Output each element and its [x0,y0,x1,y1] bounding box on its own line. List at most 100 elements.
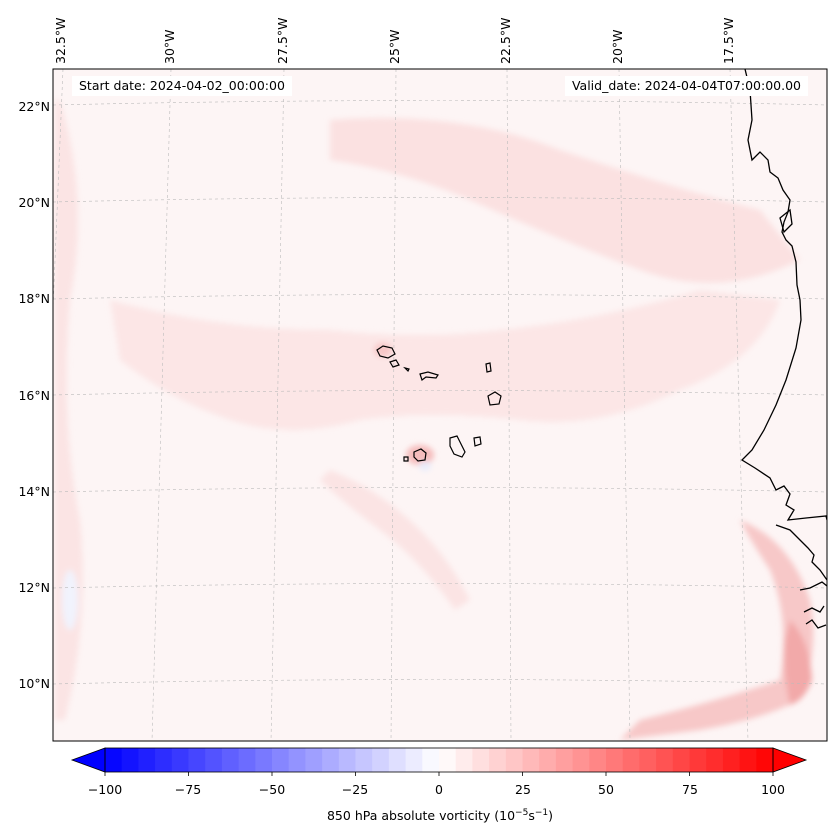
colorbar-segment [405,748,423,772]
colorbar-segment [505,748,523,772]
colorbar-segment [622,748,640,772]
island-sao-nicolau [419,371,439,381]
colorbar-label-exp1: −5 [515,808,529,818]
colorbar-segment [656,748,674,772]
lat-label-14n: 14°N [18,484,50,499]
meridian-22-5w [506,69,512,741]
vorticity-streak-south [320,470,470,610]
colorbar-segment [439,748,457,772]
colorbar-segment [756,748,774,772]
colorbar-segment [472,748,490,772]
lon-label-27-5w: 27.5°W [275,12,292,64]
colorbar-segment [489,748,507,772]
lon-label-30w: 30°W [162,12,179,64]
colorbar-segment [338,748,356,772]
colorbar-tick-label: −25 [341,782,369,797]
meridian-20w [618,69,631,741]
colorbar-tick-label: 100 [761,782,785,797]
lon-label-text: 20°W [610,29,625,64]
colorbar-segment [522,748,540,772]
lon-label-text: 22.5°W [498,17,513,64]
vorticity-band-north [330,118,800,283]
colorbar-extend-min [70,747,106,773]
lat-label-12n: 12°N [18,580,50,595]
parallel-22n [53,100,827,106]
island-santiago [449,435,466,458]
colorbar-segment [455,748,473,772]
colorbar-segment [171,748,189,772]
colorbar-segment [288,748,306,772]
lon-label-20w: 20°W [610,12,627,64]
parallel-14n [53,487,827,493]
colorbar-segment [539,748,557,772]
island-brava [403,456,409,462]
start-date-label: Start date: 2024-04-02_00:00:00 [72,76,292,96]
island-boa-vista [487,391,502,406]
colorbar-segment [238,748,256,772]
lon-label-text: 17.5°W [721,17,736,64]
colorbar-segment [555,748,574,772]
coastline-guinea-bissau [799,581,827,629]
graticule [53,69,827,741]
meridian-27-5w [270,69,285,741]
colorbar-segment [722,748,741,772]
lon-label-text: 27.5°W [275,17,290,64]
colorbar-segment [689,748,707,772]
valid-date-label: Valid_date: 2024-04-04T07:00:00.00 [564,76,808,96]
colorbar-tick-label: 25 [515,782,531,797]
african-coastline [740,69,827,629]
colorbar-segment [272,748,290,772]
colorbar-segment [639,748,657,772]
island-maio [473,436,482,447]
meridian-17-5w [729,69,749,741]
colorbar-segment [255,748,273,772]
vorticity-island-blob [406,445,434,465]
island-fogo [413,448,427,462]
colorbar-segment [706,748,724,772]
parallel-16n [53,390,827,396]
lon-label-17-5w: 17.5°W [721,12,738,64]
colorbar-segment [572,748,590,772]
map-frame [52,68,828,742]
vorticity-band-southwest [55,100,83,720]
colorbar-segment [188,748,206,772]
colorbar-segment [589,748,607,772]
island-cap-blanc [779,208,793,234]
lat-label-20n: 20°N [18,195,50,210]
colorbar-segment [422,748,440,772]
colorbar-segment [322,748,340,772]
colorbar-tick-label: −50 [258,782,286,797]
coastline-main [740,69,827,521]
lon-label-22-5w: 22.5°W [498,12,515,64]
parallel-20n [53,197,827,203]
colorbar-segment [155,748,173,772]
lon-label-25w: 25°W [387,12,404,64]
lon-label-32-5w: 32.5°W [53,12,70,64]
lon-label-text: 32.5°W [53,17,68,64]
colorbar-segment [305,748,323,772]
colorbar-label-mid: s [528,808,535,824]
colorbar-segment [105,748,123,772]
colorbar-tick-label: −100 [87,782,123,797]
colorbar-label-end: ) [548,808,553,824]
colorbar-segment [121,748,139,772]
colorbar-tick-label: −75 [174,782,202,797]
island-sal [485,362,492,373]
island-santa-luzia [403,366,410,373]
parallel-10n [53,679,827,685]
colorbar-segment [672,748,690,772]
colorbar-segment [372,748,390,772]
parallel-18n [53,294,827,300]
colorbar-segment [205,748,223,772]
parallel-12n [53,583,827,589]
colorbar-tick-label: 50 [598,782,614,797]
lat-label-18n: 18°N [18,291,50,306]
meridian-30w [151,69,172,741]
lat-label-16n: 16°N [18,388,50,403]
colorbar-label-main: 850 hPa absolute vorticity (10 [326,808,516,824]
negative-vorticity-patch-2 [62,570,78,630]
colorbar-extend-max [772,747,808,773]
lon-label-text: 30°W [162,29,177,64]
